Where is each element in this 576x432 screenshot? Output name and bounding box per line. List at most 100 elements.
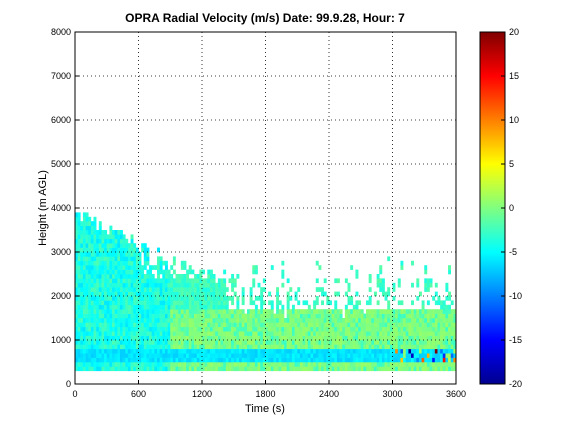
heatmap-cell (135, 357, 139, 363)
heatmap-cell (424, 362, 428, 367)
heatmap-cell (85, 287, 89, 292)
heatmap-cell (112, 366, 115, 372)
heatmap-cell (305, 366, 309, 372)
heatmap-cell (355, 313, 359, 319)
heatmap-cell (186, 340, 190, 345)
heatmap-cell (109, 322, 113, 328)
heatmap-cell (167, 278, 171, 284)
heatmap-cell (418, 318, 422, 323)
heatmap-cell (268, 362, 272, 367)
heatmap-cell (329, 344, 332, 350)
heatmap-cell (344, 366, 348, 372)
heatmap-cell (437, 348, 441, 354)
heatmap-cell (313, 318, 317, 323)
heatmap-cell (395, 344, 399, 350)
heatmap-cell (159, 260, 163, 266)
heatmap-cell (403, 313, 407, 319)
heatmap-cell (117, 247, 121, 253)
heatmap-cell (373, 291, 377, 297)
heatmap-cell (220, 366, 224, 372)
heatmap-cell (397, 348, 401, 354)
heatmap-cell (249, 340, 253, 345)
heatmap-cell (162, 260, 166, 266)
heatmap-cell (239, 318, 242, 323)
heatmap-cell (241, 326, 245, 332)
heatmap-cell (397, 326, 401, 332)
heatmap-cell (381, 348, 385, 354)
heatmap-cell (315, 344, 319, 350)
heatmap-cell (299, 309, 303, 314)
heatmap-cell (321, 357, 325, 363)
heatmap-cell (408, 318, 412, 323)
heatmap-cell (321, 287, 325, 292)
heatmap-cell (186, 366, 190, 372)
heatmap-cell (204, 309, 208, 314)
heatmap-cell (159, 318, 163, 323)
heatmap-cell (241, 322, 245, 328)
heatmap-cell (437, 362, 441, 367)
heatmap-cell (231, 344, 235, 350)
heatmap-cell (119, 269, 123, 275)
heatmap-cell (75, 234, 78, 240)
heatmap-cell (117, 313, 121, 319)
heatmap-cell (194, 348, 198, 354)
heatmap-cell (270, 265, 274, 270)
heatmap-cell (204, 331, 208, 336)
heatmap-cell (122, 340, 126, 345)
heatmap-cell (141, 322, 145, 328)
heatmap-cell (159, 357, 163, 363)
heatmap-cell (130, 265, 134, 270)
heatmap-cell (350, 296, 354, 301)
heatmap-cell (286, 304, 290, 310)
heatmap-cell (437, 322, 441, 328)
heatmap-cell (188, 322, 192, 328)
heatmap-cell (276, 344, 280, 350)
heatmap-cell (350, 326, 354, 332)
heatmap-cell (80, 340, 84, 345)
heatmap-cell (119, 357, 123, 363)
heatmap-cell (217, 340, 221, 345)
heatmap-cell (268, 318, 272, 323)
heatmap-cell (329, 366, 332, 372)
heatmap-cell (162, 318, 166, 323)
heatmap-cell (104, 265, 108, 270)
heatmap-cell (352, 313, 356, 319)
heatmap-cell (286, 344, 290, 350)
heatmap-cell (344, 322, 348, 328)
heatmap-cell (403, 322, 407, 328)
heatmap-cell (262, 335, 266, 341)
heatmap-cell (329, 313, 332, 319)
x-tick-label: 0 (72, 389, 77, 399)
heatmap-cell (162, 309, 166, 314)
heatmap-cell (347, 309, 351, 314)
heatmap-cell (366, 313, 369, 319)
heatmap-cell (90, 274, 94, 279)
heatmap-cell (318, 344, 322, 350)
heatmap-cell (75, 296, 78, 301)
heatmap-cell (114, 340, 118, 345)
heatmap-cell (167, 344, 171, 350)
heatmap-cell (82, 269, 86, 275)
heatmap-cell (411, 353, 414, 358)
heatmap-cell (440, 304, 444, 310)
heatmap-cell (80, 366, 84, 372)
heatmap-cell (151, 331, 155, 336)
heatmap-cell (371, 309, 375, 314)
heatmap-cell (384, 335, 388, 341)
heatmap-cell (199, 300, 203, 306)
heatmap-cell (178, 331, 182, 336)
heatmap-cell (299, 322, 303, 328)
heatmap-cell (130, 243, 134, 248)
heatmap-cell (204, 353, 208, 358)
heatmap-cell (286, 331, 290, 336)
heatmap-cell (305, 353, 309, 358)
heatmap-cell (442, 309, 446, 314)
heatmap-cell (310, 344, 314, 350)
x-tick-label: 1800 (255, 389, 275, 399)
heatmap-cell (146, 287, 150, 292)
heatmap-cell (157, 362, 160, 367)
heatmap-cell (170, 326, 174, 332)
heatmap-cell (273, 331, 277, 336)
heatmap-cell (191, 318, 195, 323)
heatmap-cell (170, 300, 174, 306)
